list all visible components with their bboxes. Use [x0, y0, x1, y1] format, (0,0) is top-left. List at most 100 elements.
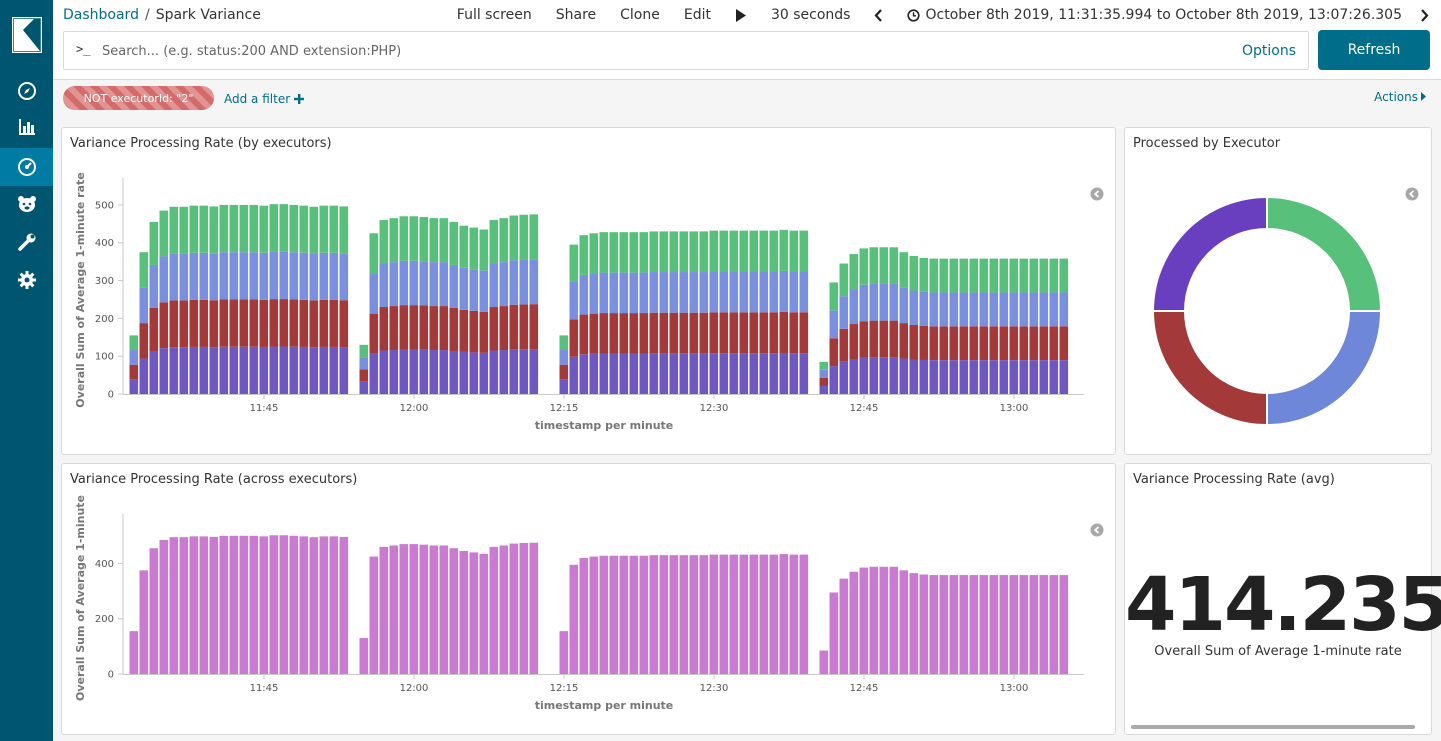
bar[interactable] [369, 556, 379, 674]
bar[interactable] [719, 554, 729, 674]
bar-segment[interactable] [789, 312, 799, 354]
bar-segment[interactable] [959, 258, 969, 293]
bar[interactable] [789, 554, 799, 674]
bar-segment[interactable] [529, 259, 539, 305]
bar-segment[interactable] [629, 313, 639, 354]
bar[interactable] [129, 631, 139, 674]
bar-segment[interactable] [939, 292, 949, 327]
bar-segment[interactable] [129, 364, 139, 380]
bar-segment[interactable] [919, 257, 929, 292]
bar-segment[interactable] [919, 325, 929, 360]
bar-segment[interactable] [1019, 360, 1029, 394]
bar-segment[interactable] [259, 205, 269, 253]
bar-segment[interactable] [669, 353, 679, 394]
bar-segment[interactable] [559, 335, 569, 351]
bar-segment[interactable] [509, 215, 519, 261]
bar[interactable] [889, 566, 899, 674]
bar-segment[interactable] [659, 272, 669, 313]
bar-segment[interactable] [609, 232, 619, 273]
bar-segment[interactable] [189, 205, 199, 253]
bar-segment[interactable] [779, 311, 789, 353]
bar-segment[interactable] [439, 350, 449, 394]
bar-segment[interactable] [829, 310, 839, 339]
bar-segment[interactable] [389, 350, 399, 394]
bar-segment[interactable] [379, 350, 389, 394]
bar-segment[interactable] [229, 299, 239, 347]
nav-visualize[interactable] [0, 108, 53, 146]
bar[interactable] [139, 570, 149, 674]
bar-segment[interactable] [359, 344, 369, 358]
bar-segment[interactable] [729, 271, 739, 313]
bar[interactable] [159, 539, 169, 674]
bar[interactable] [1009, 575, 1019, 674]
bar-segment[interactable] [139, 287, 149, 324]
bar-segment[interactable] [149, 307, 159, 351]
bar-segment[interactable] [239, 204, 249, 253]
bar-segment[interactable] [519, 349, 529, 394]
bar-segment[interactable] [179, 206, 189, 254]
bar-segment[interactable] [819, 369, 829, 378]
bar-segment[interactable] [1049, 292, 1059, 327]
bar-segment[interactable] [849, 324, 859, 360]
bar-segment[interactable] [689, 312, 699, 354]
bar-segment[interactable] [849, 359, 859, 394]
bar[interactable] [819, 650, 829, 674]
bar-segment[interactable] [399, 216, 409, 261]
bar-segment[interactable] [989, 258, 999, 293]
bar-segment[interactable] [309, 206, 319, 254]
bar-segment[interactable] [649, 272, 659, 313]
bar-segment[interactable] [379, 220, 389, 264]
bar-segment[interactable] [799, 353, 809, 394]
bar-segment[interactable] [829, 366, 839, 394]
bar-segment[interactable] [439, 218, 449, 263]
filter-pill[interactable]: NOT executorId: "2" [63, 86, 214, 110]
bar-segment[interactable] [1019, 292, 1029, 327]
bar[interactable] [1019, 575, 1029, 674]
bar-segment[interactable] [939, 258, 949, 293]
bar-segment[interactable] [779, 229, 789, 271]
bar-segment[interactable] [979, 360, 989, 394]
bar-segment[interactable] [479, 229, 489, 271]
nav-dashboard[interactable] [0, 148, 53, 186]
bar-segment[interactable] [999, 326, 1009, 361]
bar-segment[interactable] [579, 314, 589, 355]
bar-segment[interactable] [439, 306, 449, 351]
bar-segment[interactable] [749, 230, 759, 272]
bar-segment[interactable] [1039, 292, 1049, 327]
bar-segment[interactable] [889, 357, 899, 394]
bar-segment[interactable] [239, 299, 249, 347]
bar-segment[interactable] [1049, 258, 1059, 293]
bar-segment[interactable] [789, 230, 799, 272]
bar-segment[interactable] [879, 320, 889, 358]
bar-segment[interactable] [289, 204, 299, 253]
bar-segment[interactable] [719, 353, 729, 394]
bar-segment[interactable] [479, 352, 489, 394]
bar-segment[interactable] [769, 312, 779, 354]
bar[interactable] [459, 551, 469, 674]
legend-toggle-icon[interactable] [1405, 187, 1419, 201]
bar-segment[interactable] [689, 231, 699, 273]
bar-segment[interactable] [719, 312, 729, 354]
bar[interactable] [199, 536, 209, 674]
bar-segment[interactable] [329, 252, 339, 300]
legend-toggle-icon[interactable] [1090, 523, 1104, 537]
bar-segment[interactable] [269, 204, 279, 252]
bar[interactable] [499, 545, 509, 674]
bar-segment[interactable] [779, 270, 789, 312]
bar-segment[interactable] [879, 283, 889, 321]
bar-segment[interactable] [859, 321, 869, 358]
bar[interactable] [289, 535, 299, 674]
refresh-interval-button[interactable]: 30 seconds [770, 7, 851, 23]
bar[interactable] [639, 555, 649, 674]
bar-segment[interactable] [159, 210, 169, 257]
bar-segment[interactable] [789, 271, 799, 313]
bar-segment[interactable] [219, 346, 229, 394]
bar-segment[interactable] [1049, 360, 1059, 394]
bar-segment[interactable] [299, 252, 309, 300]
bar-segment[interactable] [409, 216, 419, 261]
bar[interactable] [939, 575, 949, 674]
bar-segment[interactable] [179, 300, 189, 348]
bar-segment[interactable] [209, 300, 219, 348]
bar[interactable] [239, 535, 249, 674]
bar-segment[interactable] [859, 357, 869, 394]
